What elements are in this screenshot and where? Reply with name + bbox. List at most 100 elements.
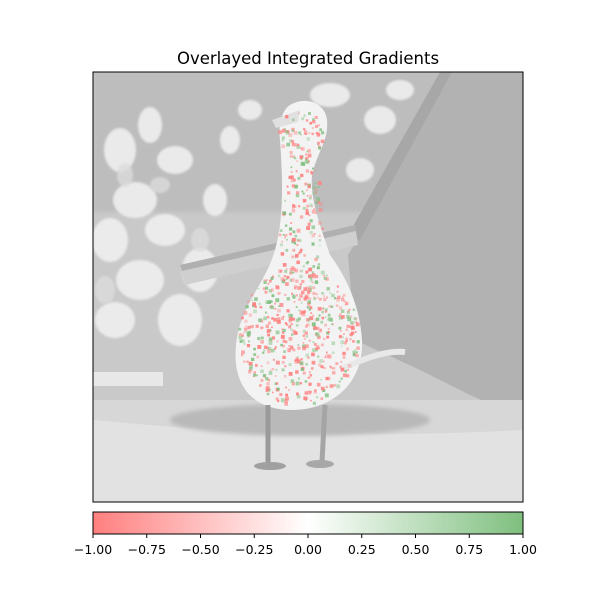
attribution-speckle bbox=[258, 318, 262, 322]
attribution-speckle bbox=[269, 300, 273, 303]
attribution-speckle bbox=[271, 275, 274, 278]
attribution-speckle bbox=[290, 222, 293, 224]
attribution-speckle bbox=[291, 129, 294, 132]
attribution-speckle bbox=[257, 336, 261, 341]
attribution-speckle bbox=[265, 300, 269, 304]
attribution-speckle bbox=[260, 379, 264, 382]
attribution-speckle bbox=[310, 274, 314, 278]
attribution-speckle bbox=[298, 239, 302, 242]
attribution-speckle bbox=[308, 339, 311, 342]
attribution-speckle bbox=[324, 316, 327, 318]
attribution-speckle bbox=[336, 298, 340, 302]
attribution-speckle bbox=[312, 401, 316, 405]
attribution-speckle bbox=[311, 127, 314, 130]
attribution-speckle bbox=[305, 208, 309, 212]
attribution-speckle bbox=[345, 339, 348, 343]
attribution-speckle bbox=[292, 271, 295, 274]
attribution-speckle bbox=[300, 269, 304, 273]
attribution-speckle bbox=[349, 332, 353, 337]
attribution-speckle bbox=[269, 306, 271, 309]
attribution-speckle bbox=[297, 143, 300, 146]
attribution-speckle bbox=[318, 208, 323, 212]
attribution-speckle bbox=[266, 382, 270, 386]
attribution-speckle bbox=[282, 328, 286, 333]
attribution-speckle bbox=[309, 231, 313, 235]
attribution-speckle bbox=[341, 335, 344, 339]
attribution-speckle bbox=[281, 128, 286, 133]
attribution-speckle bbox=[295, 294, 298, 297]
attribution-speckle bbox=[314, 188, 318, 192]
attribution-speckle bbox=[353, 321, 356, 324]
attribution-speckle bbox=[323, 274, 326, 277]
attribution-speckle bbox=[299, 293, 303, 298]
attribution-speckle bbox=[295, 332, 298, 335]
attribution-speckle bbox=[315, 197, 318, 200]
attribution-speckle bbox=[311, 281, 314, 284]
colorbar-tick-label: −0.50 bbox=[181, 542, 219, 557]
attribution-speckle bbox=[270, 276, 274, 280]
attribution-speckle bbox=[340, 330, 342, 332]
attribution-speckle bbox=[314, 257, 318, 262]
attribution-speckle bbox=[291, 237, 296, 242]
attribution-speckle bbox=[249, 367, 253, 371]
attribution-speckle bbox=[271, 294, 275, 298]
attribution-speckle bbox=[256, 355, 260, 359]
colorbar-tick-label: −0.75 bbox=[128, 542, 166, 557]
attribution-speckle bbox=[311, 271, 314, 274]
attribution-speckle bbox=[269, 329, 272, 332]
attribution-speckle bbox=[308, 287, 312, 290]
attribution-speckle bbox=[305, 325, 308, 328]
attribution-speckle bbox=[239, 340, 243, 343]
attribution-speckle bbox=[312, 120, 316, 124]
attribution-speckle bbox=[263, 316, 267, 321]
attribution-speckle bbox=[294, 268, 299, 273]
attribution-speckle bbox=[314, 343, 317, 346]
attribution-speckle bbox=[326, 287, 330, 291]
attribution-speckle bbox=[304, 344, 309, 349]
attribution-speckle bbox=[302, 346, 306, 351]
attribution-speckle bbox=[326, 351, 328, 354]
attribution-speckle bbox=[284, 322, 287, 325]
attribution-speckle bbox=[260, 369, 264, 373]
attribution-speckle bbox=[291, 382, 295, 386]
attribution-speckle bbox=[317, 355, 320, 358]
attribution-speckle bbox=[294, 359, 297, 362]
attribution-speckle bbox=[343, 299, 346, 303]
attribution-speckle bbox=[267, 378, 271, 382]
attribution-speckle bbox=[342, 293, 346, 297]
attribution-speckle bbox=[352, 340, 355, 343]
attribution-speckle bbox=[250, 325, 254, 329]
attribution-speckle bbox=[251, 357, 255, 361]
attribution-speckle bbox=[319, 298, 322, 301]
attribution-speckle bbox=[311, 209, 316, 214]
attribution-speckle bbox=[275, 330, 280, 335]
attribution-speckle bbox=[303, 287, 308, 291]
attribution-speckle bbox=[289, 232, 292, 236]
attribution-speckle bbox=[325, 277, 329, 281]
attribution-speckle bbox=[352, 350, 356, 354]
attribution-speckle bbox=[254, 297, 258, 301]
attribution-speckle bbox=[320, 139, 325, 144]
attribution-speckle bbox=[323, 367, 326, 369]
attribution-speckle bbox=[254, 305, 257, 308]
attribution-speckle bbox=[327, 328, 330, 330]
attribution-speckle bbox=[315, 201, 318, 204]
attribution-speckle bbox=[309, 374, 313, 377]
attribution-speckle bbox=[291, 333, 294, 336]
attribution-speckle bbox=[301, 117, 305, 121]
attribution-speckle bbox=[284, 233, 288, 237]
attribution-speckle bbox=[314, 182, 317, 185]
attribution-speckle bbox=[340, 377, 343, 380]
attribution-speckle bbox=[271, 326, 273, 329]
attribution-speckle bbox=[291, 184, 295, 188]
attribution-speckle bbox=[248, 370, 252, 374]
attribution-speckle bbox=[304, 380, 308, 383]
attribution-speckle bbox=[296, 392, 299, 396]
attribution-speckle bbox=[276, 387, 280, 391]
attribution-speckle bbox=[303, 132, 306, 135]
attribution-speckle bbox=[286, 275, 290, 279]
attribution-speckle bbox=[245, 305, 249, 309]
attribution-speckle bbox=[267, 346, 272, 351]
attribution-speckle bbox=[324, 308, 328, 312]
attribution-speckle bbox=[295, 143, 299, 147]
